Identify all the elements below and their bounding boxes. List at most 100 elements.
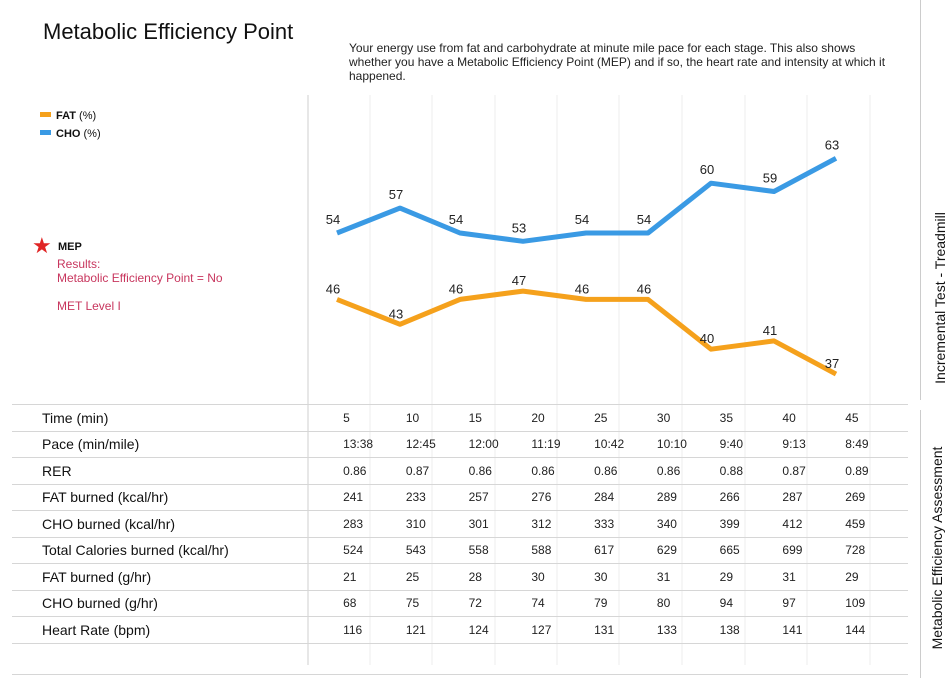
legend-name-fat: FAT xyxy=(56,110,76,122)
table-cell: 0.86 xyxy=(531,457,595,484)
data-label-fat: 40 xyxy=(700,331,714,346)
table-cell: 131 xyxy=(594,616,657,643)
table-cell xyxy=(719,642,783,675)
table-cell: 269 xyxy=(845,483,908,511)
star-icon: ★ xyxy=(32,233,52,258)
table-cell: 31 xyxy=(782,563,846,590)
table-cell: 257 xyxy=(468,483,532,511)
row-label: Time (min) xyxy=(12,404,344,431)
table-cell: 75 xyxy=(405,589,469,617)
table-cell: 266 xyxy=(719,483,783,511)
table-cell: 121 xyxy=(405,616,469,643)
mep-label: MEP xyxy=(58,241,82,253)
table-cell: 80 xyxy=(656,589,720,617)
table-cell: 10:10 xyxy=(656,430,720,458)
table-cell xyxy=(782,642,846,675)
table-cell: 543 xyxy=(405,536,469,564)
table-cell: 728 xyxy=(845,536,908,564)
legend-swatch-fat xyxy=(40,112,51,117)
side-title-assessment: Metabolic Efficiency Assessment xyxy=(929,446,945,650)
table-cell: 524 xyxy=(343,536,406,564)
table-row xyxy=(12,642,908,675)
table-cell: 0.86 xyxy=(594,457,657,484)
legend-unit-cho: (%) xyxy=(83,128,101,140)
data-label-fat: 46 xyxy=(449,281,463,296)
table-cell: 310 xyxy=(405,510,469,537)
table-cell: 133 xyxy=(656,616,720,643)
table-cell: 0.87 xyxy=(405,457,469,484)
table-cell: 588 xyxy=(531,536,595,564)
table-cell: 9:13 xyxy=(782,430,846,458)
data-label-cho: 63 xyxy=(825,137,839,152)
table-cell: 287 xyxy=(782,483,846,511)
table-cell xyxy=(405,642,469,675)
table-cell: 617 xyxy=(594,536,657,564)
table-cell: 5 xyxy=(343,404,406,431)
legend-unit-fat: (%) xyxy=(79,110,97,122)
legend-swatch-cho xyxy=(40,130,51,135)
table-cell: 28 xyxy=(468,563,532,590)
table-cell: 301 xyxy=(468,510,532,537)
legend-item-fat: FAT (%) xyxy=(40,110,96,122)
row-label: CHO burned (kcal/hr) xyxy=(12,510,344,537)
table-cell: 12:45 xyxy=(405,430,469,458)
table-cell: 72 xyxy=(468,589,532,617)
data-label-fat: 37 xyxy=(825,356,839,371)
table-cell: 116 xyxy=(343,616,406,643)
table-row: Time (min) 5 10 15 20 25 30 35 40 45 xyxy=(12,404,908,431)
row-label xyxy=(12,642,344,675)
table-cell: 138 xyxy=(719,616,783,643)
table-cell: 25 xyxy=(594,404,657,431)
table-cell: 30 xyxy=(656,404,720,431)
table-cell: 10 xyxy=(405,404,469,431)
data-label-fat: 43 xyxy=(389,306,403,321)
table-cell: 0.86 xyxy=(468,457,532,484)
side-divider-bottom xyxy=(920,410,921,678)
table-cell: 20 xyxy=(531,404,595,431)
data-label-cho: 54 xyxy=(637,212,651,227)
table-cell: 11:19 xyxy=(531,430,595,458)
legend-item-cho: CHO (%) xyxy=(40,128,101,140)
data-label-fat: 46 xyxy=(326,281,340,296)
table-row: Pace (min/mile) 13:38 12:45 12:00 11:19 10:42… xyxy=(12,430,908,458)
data-label-fat: 47 xyxy=(512,273,526,288)
table-cell: 40 xyxy=(782,404,846,431)
table-cell: 0.89 xyxy=(845,457,908,484)
table-cell: 312 xyxy=(531,510,595,537)
row-label: Total Calories burned (kcal/hr) xyxy=(12,536,344,564)
table-cell: 13:38 xyxy=(343,430,406,458)
data-label-fat: 46 xyxy=(575,281,589,296)
table-cell: 9:40 xyxy=(719,430,783,458)
mep-met-level: MET Level I xyxy=(57,299,121,313)
table-cell xyxy=(531,642,595,675)
data-label-fat: 46 xyxy=(637,281,651,296)
page-title: Metabolic Efficiency Point xyxy=(43,19,294,44)
table-cell: 97 xyxy=(782,589,846,617)
table-cell xyxy=(594,642,657,675)
data-label-cho: 53 xyxy=(512,220,526,235)
table-cell: 15 xyxy=(468,404,532,431)
table-cell: 30 xyxy=(531,563,595,590)
data-label-cho: 60 xyxy=(700,162,714,177)
table-cell: 0.88 xyxy=(719,457,783,484)
table-cell: 12:00 xyxy=(468,430,532,458)
data-label-cho: 57 xyxy=(389,187,403,202)
table-cell xyxy=(845,642,908,675)
table-cell: 29 xyxy=(845,563,908,590)
table-cell xyxy=(343,642,406,675)
table-cell: 0.87 xyxy=(782,457,846,484)
table-row: FAT burned (g/hr) 21 25 28 30 30 31 29 31 29 xyxy=(12,563,908,590)
table-cell: 94 xyxy=(719,589,783,617)
table-cell: 35 xyxy=(719,404,783,431)
side-divider-top xyxy=(920,0,921,400)
table-row: FAT burned (kcal/hr) 241 233 257 276 284 289 26… xyxy=(12,483,908,511)
data-label-cho: 59 xyxy=(763,171,777,186)
table-cell: 399 xyxy=(719,510,783,537)
data-label-cho: 54 xyxy=(449,212,463,227)
table-cell: 665 xyxy=(719,536,783,564)
row-label: Heart Rate (bpm) xyxy=(12,616,344,643)
table-cell: 127 xyxy=(531,616,595,643)
row-label: RER xyxy=(12,457,344,484)
table-cell: 284 xyxy=(594,483,657,511)
row-label: FAT burned (kcal/hr) xyxy=(12,483,344,511)
